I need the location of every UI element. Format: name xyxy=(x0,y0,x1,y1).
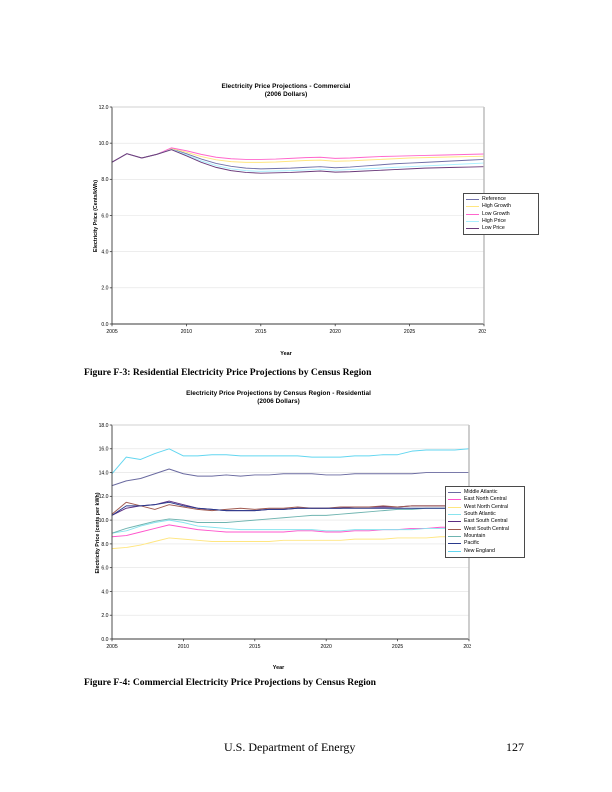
svg-text:2025: 2025 xyxy=(392,644,403,650)
chart2-legend-item[interactable]: Pacific xyxy=(448,540,521,547)
legend-item-label: Reference xyxy=(482,196,506,203)
svg-text:12.0: 12.0 xyxy=(99,105,109,111)
legend-color-swatch xyxy=(448,521,461,523)
legend-item-label: Pacific xyxy=(464,540,480,547)
legend-item-label: Low Growth xyxy=(482,210,510,217)
chart2-legend-item[interactable]: East North Central xyxy=(448,496,521,503)
chart2-legend-item[interactable]: West South Central xyxy=(448,525,521,532)
legend-item-label: Middle Atlantic xyxy=(464,489,498,496)
svg-text:2015: 2015 xyxy=(249,644,260,650)
legend-color-swatch xyxy=(466,213,479,215)
svg-text:0.0: 0.0 xyxy=(101,322,108,328)
svg-text:2005: 2005 xyxy=(106,644,117,650)
chart2-legend-item[interactable]: East South Central xyxy=(448,518,521,525)
chart2-title: Electricity Price Projections by Census … xyxy=(186,390,371,397)
chart1-legend-item[interactable]: Reference xyxy=(466,196,535,203)
svg-text:2030: 2030 xyxy=(463,644,471,650)
legend-item-label: Mountain xyxy=(464,532,486,539)
legend-color-swatch xyxy=(448,550,461,552)
svg-text:2025: 2025 xyxy=(404,329,415,335)
svg-text:2020: 2020 xyxy=(330,329,341,335)
svg-text:2020: 2020 xyxy=(321,644,332,650)
svg-text:2.0: 2.0 xyxy=(101,286,108,292)
chart1-plot-area: 0.0 2.0 4.0 6.0 8.0 10.0 12.0 2005 2010 2015 2020 2… xyxy=(86,103,486,338)
chart2-legend-item[interactable]: Middle Atlantic xyxy=(448,489,521,496)
chart2-legend-item[interactable]: Mountain xyxy=(448,533,521,540)
legend-color-swatch xyxy=(448,514,461,516)
legend-item-label: East North Central xyxy=(464,496,507,503)
chart1-x-axis-label: Year xyxy=(280,351,292,357)
svg-text:10.0: 10.0 xyxy=(99,518,109,524)
chart1-title: Electricity Price Projections - Commerci… xyxy=(221,83,351,90)
legend-item-label: South Atlantic xyxy=(464,511,496,518)
svg-text:0.0: 0.0 xyxy=(101,637,108,643)
svg-text:8.0: 8.0 xyxy=(101,177,108,183)
legend-color-swatch xyxy=(466,228,479,230)
chart-residential-by-census-region: Electricity Price Projections by Census … xyxy=(86,390,556,671)
chart2-legend[interactable]: Middle Atlantic East North Central West No… xyxy=(445,486,525,558)
footer-page-number: 127 xyxy=(506,740,524,754)
legend-item-label: West North Central xyxy=(464,503,509,510)
svg-text:2005: 2005 xyxy=(106,329,117,335)
svg-text:4.0: 4.0 xyxy=(101,589,108,595)
chart-commercial-price-projections: Electricity Price Projections - Commerci… xyxy=(86,83,556,358)
legend-item-label: High Growth xyxy=(482,203,511,210)
legend-item-label: East South Central xyxy=(464,518,508,525)
legend-item-label: West South Central xyxy=(464,525,509,532)
svg-text:10.0: 10.0 xyxy=(99,141,109,147)
legend-color-swatch xyxy=(448,543,461,545)
legend-color-swatch xyxy=(466,199,479,201)
svg-text:2010: 2010 xyxy=(178,644,189,650)
svg-text:16.0: 16.0 xyxy=(99,447,109,453)
svg-text:18.0: 18.0 xyxy=(99,423,109,429)
chart1-legend-item[interactable]: Low Price xyxy=(466,225,535,232)
chart2-legend-item[interactable]: West North Central xyxy=(448,504,521,511)
legend-item-label: Low Price xyxy=(482,225,505,232)
footer-organization: U.S. Department of Energy xyxy=(224,740,356,754)
chart1-legend-item[interactable]: High Growth xyxy=(466,203,535,210)
chart2-legend-item[interactable]: South Atlantic xyxy=(448,511,521,518)
chart1-legend-item[interactable]: High Price xyxy=(466,218,535,225)
svg-text:6.0: 6.0 xyxy=(101,213,108,219)
legend-color-swatch xyxy=(448,535,461,537)
chart2-plot-area: 0.0 2.0 4.0 6.0 8.0 10.0 12.0 14.0 16.0 18.0 2005 2… xyxy=(86,421,471,653)
svg-text:6.0: 6.0 xyxy=(101,566,108,572)
legend-item-label: New England xyxy=(464,547,495,554)
figure-f4-caption: Figure F-4: Commercial Electricity Price… xyxy=(84,677,377,688)
chart2-legend-item[interactable]: New England xyxy=(448,547,521,554)
svg-text:2015: 2015 xyxy=(255,329,266,335)
svg-text:8.0: 8.0 xyxy=(101,542,108,548)
svg-text:12.0: 12.0 xyxy=(99,494,109,500)
legend-color-swatch xyxy=(466,206,479,208)
chart1-legend[interactable]: Reference High Growth Low Growth High Price… xyxy=(463,193,539,236)
figure-f3-caption: Figure F-3: Residential Electricity Pric… xyxy=(84,367,372,378)
legend-color-swatch xyxy=(448,506,461,508)
svg-text:14.0: 14.0 xyxy=(99,470,109,476)
legend-color-swatch xyxy=(448,528,461,530)
svg-text:2.0: 2.0 xyxy=(101,613,108,619)
legend-color-swatch xyxy=(466,221,479,223)
chart1-subtitle: (2006 Dollars) xyxy=(264,91,308,99)
svg-text:4.0: 4.0 xyxy=(101,250,108,256)
svg-text:2030: 2030 xyxy=(478,329,486,335)
chart1-svg: 0.0 2.0 4.0 6.0 8.0 10.0 12.0 2005 2010 2015 2020 2… xyxy=(99,105,486,335)
svg-text:2010: 2010 xyxy=(181,329,192,335)
chart2-svg: 0.0 2.0 4.0 6.0 8.0 10.0 12.0 14.0 16.0 18.0 2005 2… xyxy=(99,423,471,650)
legend-color-swatch xyxy=(448,499,461,501)
chart2-x-axis-label: Year xyxy=(272,665,285,671)
legend-color-swatch xyxy=(448,492,461,494)
legend-item-label: High Price xyxy=(482,218,506,225)
chart2-subtitle: (2006 Dollars) xyxy=(257,398,300,406)
chart1-legend-item[interactable]: Low Growth xyxy=(466,211,535,218)
